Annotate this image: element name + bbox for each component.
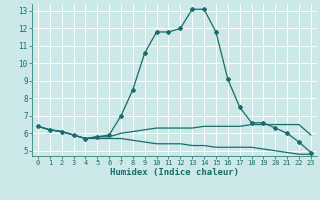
X-axis label: Humidex (Indice chaleur): Humidex (Indice chaleur) xyxy=(110,168,239,177)
